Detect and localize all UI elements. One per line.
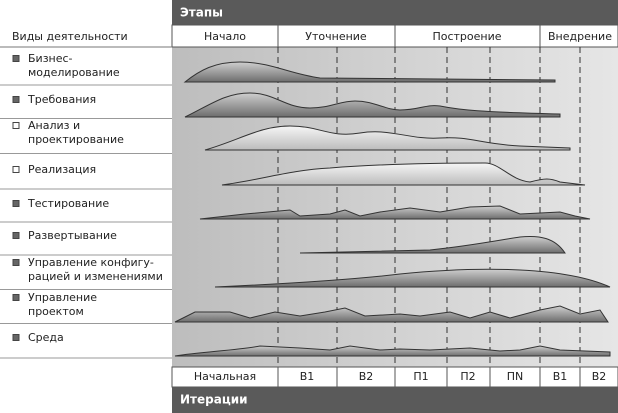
iteration-label: В2 xyxy=(359,370,374,383)
iteration-label: Начальная xyxy=(194,370,256,383)
phase-label: Начало xyxy=(204,30,246,43)
activity-label: проектирование xyxy=(28,133,124,146)
bullet xyxy=(12,200,20,207)
activity-label: моделирование xyxy=(28,66,120,79)
iterations-title: Итерации xyxy=(180,393,248,407)
phase-label: Уточнение xyxy=(305,30,367,43)
phase-label: Построение xyxy=(432,30,501,43)
activity-label: Требования xyxy=(27,93,96,106)
bullet xyxy=(12,96,20,103)
activity-label: Реализация xyxy=(28,163,96,176)
iteration-label: ПN xyxy=(507,370,524,383)
activity-label: Среда xyxy=(28,331,64,344)
activity-label: Бизнес- xyxy=(28,52,73,65)
activity-label: Развертывание xyxy=(28,229,117,242)
iteration-label: П2 xyxy=(460,370,475,383)
activity-label: Управление конфигу- xyxy=(28,256,154,269)
bullet xyxy=(12,259,20,266)
phase-label: Внедрение xyxy=(548,30,612,43)
bullet xyxy=(12,166,20,173)
bullet xyxy=(12,122,20,129)
activities-title: Виды деятельности xyxy=(12,30,128,43)
activity-label: рацией и изменениями xyxy=(28,270,163,283)
iteration-label: В1 xyxy=(553,370,568,383)
bullet xyxy=(12,55,20,62)
activity-label: проектом xyxy=(28,305,84,318)
iterations-bar xyxy=(172,387,618,413)
activity-label: Тестирование xyxy=(27,197,109,210)
humps xyxy=(174,61,611,357)
activity-label: Анализ и xyxy=(28,119,80,132)
phase-dividers xyxy=(277,25,541,47)
bullet xyxy=(12,294,20,301)
bullet xyxy=(12,232,20,239)
phases-bar xyxy=(172,0,618,25)
iteration-label: В1 xyxy=(300,370,315,383)
iteration-cell-dividers xyxy=(277,367,581,387)
iteration-labels: Начальная В1 В2 П1 П2 ПN В1 В2 xyxy=(194,370,606,383)
phases-title: Этапы xyxy=(180,6,223,20)
iteration-label: В2 xyxy=(592,370,607,383)
activity-label: Управление xyxy=(28,291,97,304)
iteration-label: П1 xyxy=(413,370,428,383)
bullet xyxy=(12,334,20,341)
